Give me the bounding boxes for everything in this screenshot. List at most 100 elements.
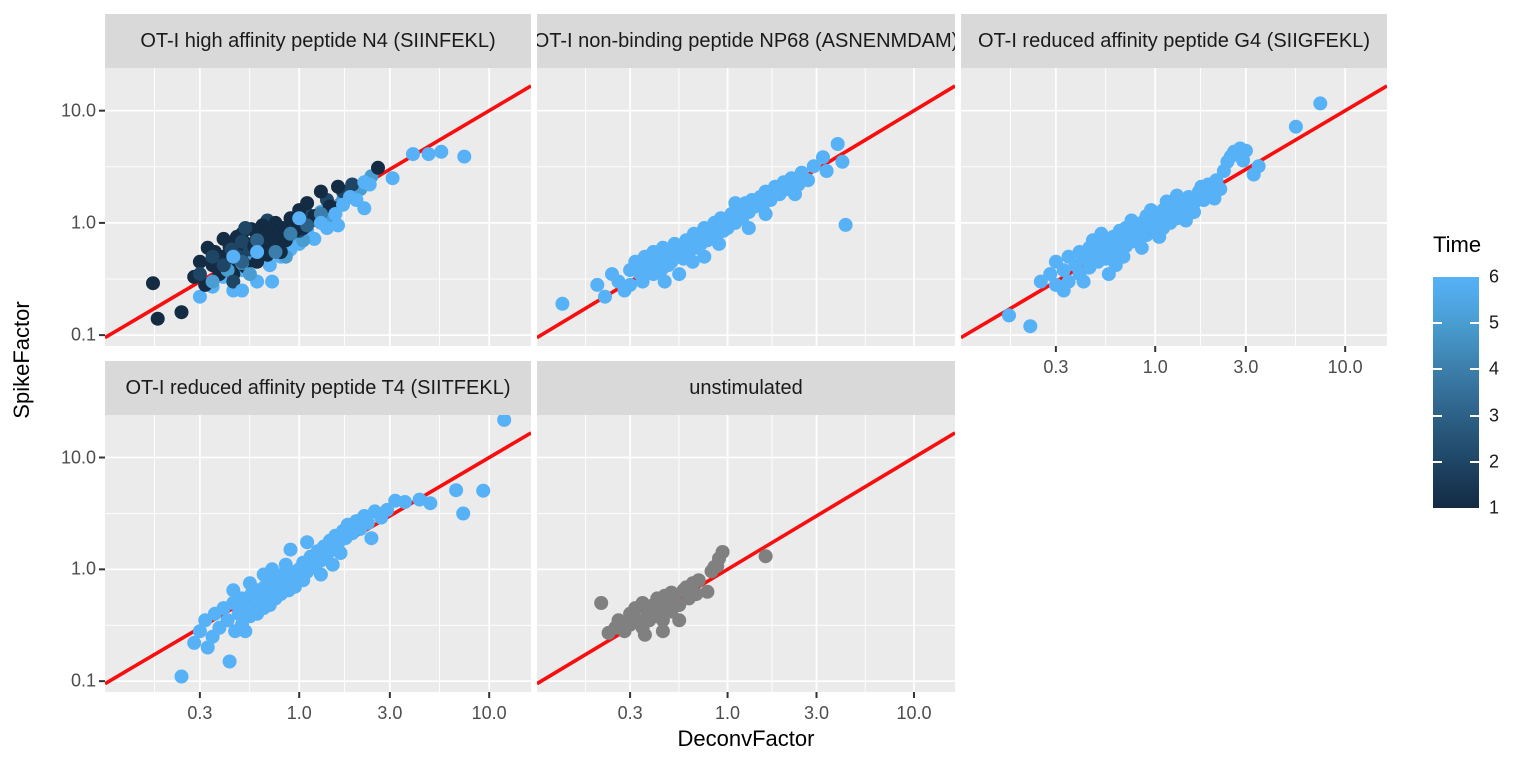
data-point: [1152, 229, 1167, 244]
facet-strip-label: unstimulated: [689, 376, 803, 399]
facet-strip-label: OT-I reduced affinity peptide G4 (SIIGFE…: [977, 29, 1371, 52]
data-point: [421, 147, 436, 162]
data-point: [1002, 308, 1016, 323]
data-point: [292, 211, 307, 226]
panel-content: [961, 84, 1387, 340]
data-point: [300, 535, 315, 550]
data-point: [1043, 267, 1058, 282]
data-point: [296, 573, 311, 588]
panel-background: [537, 415, 955, 692]
legend-bar-tick: [1470, 322, 1479, 325]
legend-tick-label: 6: [1489, 266, 1500, 287]
facet-strip-unstimulated: unstimulated: [537, 361, 955, 415]
y-tick-label: 10.0: [60, 447, 96, 468]
data-point: [265, 274, 280, 289]
y-tick-label: 1.0: [70, 558, 96, 579]
data-point: [1313, 96, 1328, 111]
x-tick-label: 10.0: [896, 703, 932, 723]
data-point: [423, 496, 438, 511]
data-point: [697, 249, 712, 264]
data-point: [1169, 188, 1184, 203]
data-point: [1159, 194, 1174, 209]
identity-line: [537, 431, 955, 686]
data-point: [1134, 240, 1149, 255]
y-tick-label: 1.0: [70, 212, 96, 233]
x-tick-label: 0.3: [1043, 357, 1069, 377]
data-point: [187, 635, 202, 650]
data-point: [1187, 205, 1201, 219]
data-point: [1108, 258, 1123, 273]
data-point: [1144, 203, 1158, 218]
legend-bar-tick: [1470, 460, 1479, 463]
data-point: [313, 567, 328, 582]
data-point: [362, 177, 377, 192]
data-point: [635, 274, 650, 289]
data-point: [192, 267, 207, 282]
legend-tick-label: 5: [1489, 312, 1500, 333]
data-point: [146, 276, 160, 291]
legend-tick-label: 2: [1489, 451, 1500, 472]
data-point: [331, 179, 345, 194]
x-tick-label: 10.0: [471, 703, 507, 723]
data-point: [357, 201, 372, 216]
x-tick-label: 3.0: [803, 703, 830, 723]
x-tick-label: 10.0: [1327, 357, 1363, 377]
facet-strip-g4: OT-I reduced affinity peptide G4 (SIIGFE…: [961, 14, 1387, 68]
data-point: [449, 483, 464, 498]
data-point: [226, 249, 241, 264]
facet-strip-t4: OT-I reduced affinity peptide T4 (SIITFE…: [105, 361, 531, 415]
data-point: [758, 207, 773, 221]
data-point: [371, 160, 385, 175]
data-point: [235, 283, 249, 298]
data-point: [700, 584, 715, 599]
data-point: [672, 267, 687, 282]
data-point: [715, 545, 730, 559]
data-point: [1216, 164, 1231, 178]
data-point: [268, 245, 283, 259]
data-point: [220, 613, 235, 628]
data-point: [328, 207, 343, 221]
data-point: [300, 196, 315, 211]
data-point: [594, 596, 609, 610]
legend-tick-label: 3: [1489, 405, 1500, 426]
data-point: [801, 173, 815, 188]
panel-content: [537, 84, 955, 340]
data-point: [655, 624, 670, 639]
x-tick-label: 1.0: [1142, 357, 1168, 377]
data-point: [689, 587, 704, 602]
data-point: [1124, 213, 1139, 228]
data-point: [278, 557, 293, 572]
data-point: [388, 493, 403, 508]
data-point: [307, 231, 322, 246]
data-point: [635, 258, 650, 273]
legend-gradient-bar: [1433, 277, 1479, 508]
data-point: [192, 254, 207, 269]
data-point: [1288, 119, 1303, 134]
data-point: [457, 149, 472, 164]
data-point: [1056, 283, 1071, 298]
legend-bar-tick: [1433, 322, 1442, 325]
data-point: [1023, 319, 1038, 334]
data-point: [819, 164, 834, 178]
facet-strip-np68: OT-I non-binding peptide NP68 (ASNENMDAM…: [537, 14, 955, 68]
data-point: [434, 144, 449, 159]
data-point: [238, 221, 253, 235]
data-point: [758, 549, 773, 564]
legend-tick-label: 4: [1489, 358, 1500, 379]
data-point: [623, 277, 638, 292]
legend-bar-tick: [1433, 414, 1442, 417]
data-point: [192, 624, 207, 639]
data-point: [406, 147, 420, 162]
data-point: [1236, 153, 1251, 168]
legend-bar-tick: [1433, 368, 1442, 371]
data-point: [1194, 179, 1209, 194]
data-point: [174, 669, 189, 684]
data-point: [741, 221, 756, 235]
data-point: [1094, 226, 1109, 241]
data-point: [360, 515, 375, 530]
data-point: [590, 277, 605, 292]
data-point: [313, 184, 328, 199]
legend-tick-label: 1: [1489, 497, 1500, 518]
data-point: [788, 187, 802, 202]
